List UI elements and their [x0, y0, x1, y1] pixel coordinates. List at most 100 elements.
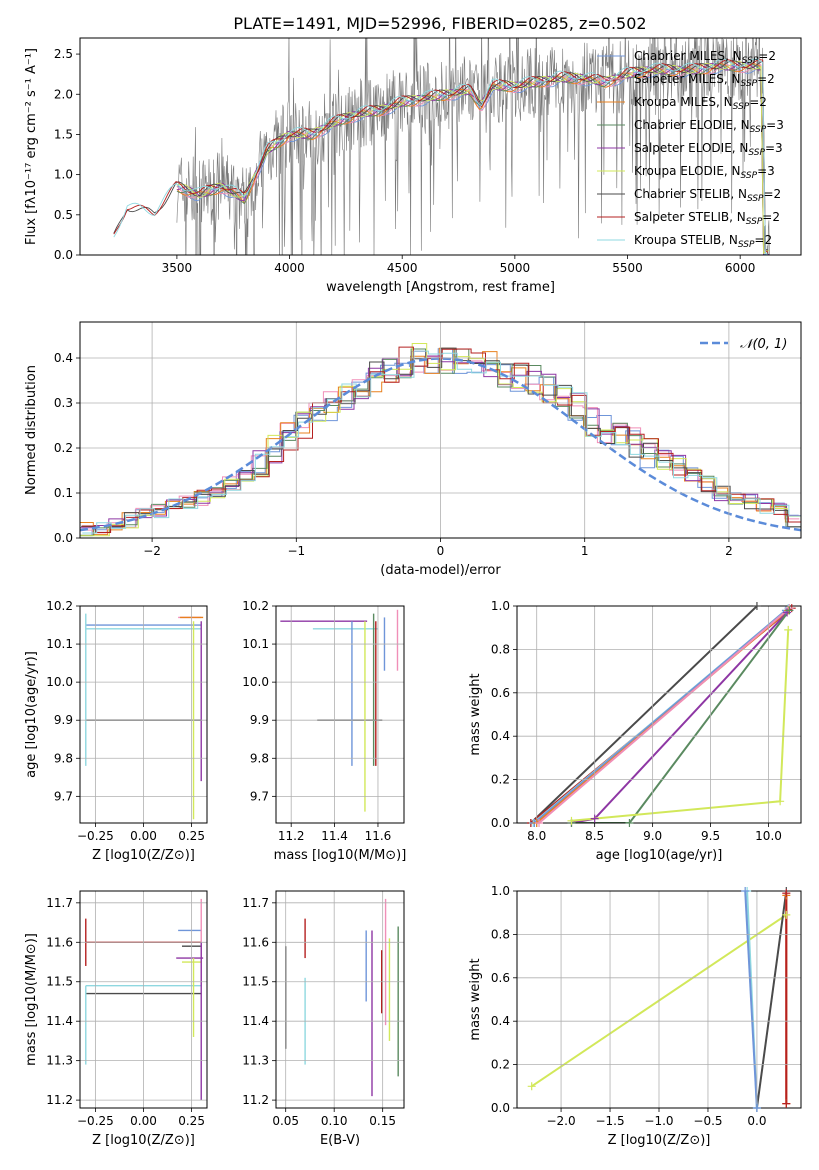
weight-line-chabrier_miles — [744, 891, 758, 1108]
y-tick-label: 11.2 — [46, 1093, 73, 1107]
x-tick-label: 10.0 — [755, 829, 782, 843]
chart-age_vs_z: −0.25 0.00 0.25 9.7 9.8 9.9 10.0 10.1 10.2 Z [log… — [24, 599, 208, 863]
plot-area — [113, 38, 770, 255]
y-tick-label: 11.3 — [242, 1054, 269, 1068]
plot-area — [284, 898, 399, 1097]
weight-point-chabrier_miles — [752, 1104, 761, 1112]
weight-line-chabrier_stelib — [530, 606, 758, 823]
legend-label-kroupa_miles: Kroupa MILES, NSSP=2 — [634, 95, 767, 112]
y-tick-label: 1.5 — [54, 127, 73, 141]
y-tick-label: 0.0 — [491, 816, 510, 830]
x-tick-label: 0.10 — [321, 1114, 348, 1128]
legend-label-gaussian: 𝒩(0, 1) — [740, 337, 787, 352]
x-tick-label: −1.0 — [644, 1114, 673, 1128]
y-tick-label: 10.0 — [46, 675, 73, 689]
y-tick-label: 0.6 — [491, 971, 510, 985]
x-tick-label: −0.5 — [693, 1114, 722, 1128]
x-tick-label: 6000 — [725, 261, 756, 275]
x-tick-label: 5000 — [500, 261, 531, 275]
y-tick-label: 11.4 — [46, 1014, 73, 1028]
x-tick-label: 0.00 — [130, 829, 157, 843]
x-tick-label: 8.5 — [585, 829, 604, 843]
axes-frame — [79, 321, 802, 539]
x-tick-label: 4000 — [274, 261, 305, 275]
x-tick-label: 9.5 — [701, 829, 720, 843]
weight-line-chabrier_elodie — [571, 609, 791, 823]
y-tick-label: 0.5 — [54, 208, 73, 222]
y-tick-label: 9.9 — [54, 713, 73, 727]
y-axis-label: mass weight — [468, 673, 483, 755]
axes-frame — [79, 37, 802, 256]
x-axis-label: Z [log10(Z/Z⊙)] — [608, 1133, 711, 1148]
y-tick-label: 11.7 — [46, 896, 73, 910]
chart-mass_vs_ebv: 0.05 0.10 0.15 11.2 11.3 11.4 11.5 11.6 11.7 E(B-… — [242, 890, 405, 1148]
y-tick-label: 9.7 — [54, 789, 73, 803]
y-axis-label: Flux [fλ10⁻¹⁷ erg cm⁻² s⁻¹ A⁻¹] — [24, 48, 39, 245]
weight-point-kroupa_elodie — [782, 910, 791, 919]
y-tick-label: 0.8 — [491, 927, 510, 941]
histogram-chabrier_miles — [80, 348, 799, 537]
x-tick-label: 0.25 — [178, 829, 205, 843]
spectrum-model-chabrier_stelib — [113, 60, 769, 251]
y-tick-label: 0.4 — [491, 1014, 510, 1028]
histogram-kroupa_miles — [80, 347, 800, 536]
legend-label-chabrier_miles: Chabrier MILES, NSSP=2 — [634, 49, 776, 66]
spectrum-model-chabrier_elodie — [176, 62, 764, 255]
y-tick-label: 10.2 — [242, 599, 269, 613]
x-tick-label: −2.0 — [546, 1114, 575, 1128]
y-tick-label: 11.4 — [242, 1014, 269, 1028]
chart-weight_vs_z: −2.0 −1.5 −1.0 −0.5 0.0 0.0 0.2 0.4 0.6 0.8 1.0 Z [… — [468, 884, 802, 1148]
y-axis-label: mass [log10(M/M⊙)] — [24, 933, 39, 1066]
spectrum-data-line — [176, 38, 770, 255]
weight-line-salpeter_miles — [538, 607, 791, 823]
weight-point-chabrier_stelib — [752, 602, 761, 610]
axes-frame — [79, 890, 208, 1109]
weight-point-kroupa_elodie — [776, 797, 785, 806]
chart-spectrum: 3500 4000 4500 5000 5500 6000 0.0 0.5 1.0 1.5 2.0 2… — [24, 37, 802, 295]
plot-area — [530, 606, 793, 823]
x-tick-label: 11.6 — [365, 829, 392, 843]
y-tick-label: 0.0 — [54, 248, 73, 262]
x-tick-label: −1.5 — [595, 1114, 624, 1128]
x-axis-label: (data-model)/error — [380, 563, 501, 578]
y-tick-label: 11.3 — [46, 1054, 73, 1068]
weight-point-salpeter_stelib — [782, 1099, 791, 1108]
plot-area — [85, 898, 204, 1101]
x-tick-label: 5500 — [612, 261, 643, 275]
x-tick-label: −1 — [287, 544, 305, 558]
x-tick-label: −0.25 — [77, 1114, 114, 1128]
y-tick-label: 10.1 — [46, 637, 73, 651]
legend-label-chabrier_stelib: Chabrier STELIB, NSSP=2 — [634, 187, 781, 204]
legend-label-chabrier_elodie: Chabrier ELODIE, NSSP=3 — [634, 118, 784, 135]
x-tick-label: −2 — [143, 544, 161, 558]
y-tick-label: 11.6 — [242, 935, 269, 949]
axes-frame — [79, 605, 208, 824]
axes-frame — [275, 890, 405, 1109]
legend-label-kroupa_elodie: Kroupa ELODIE, NSSP=3 — [634, 164, 775, 181]
y-tick-label: 11.5 — [46, 975, 73, 989]
x-tick-label: 3500 — [162, 261, 193, 275]
y-tick-label: 2.0 — [54, 87, 73, 101]
y-tick-label: 1.0 — [491, 599, 510, 613]
y-tick-label: 11.6 — [46, 935, 73, 949]
x-tick-label: 2 — [725, 544, 733, 558]
y-tick-label: 9.8 — [54, 751, 73, 765]
x-tick-label: 0.00 — [130, 1114, 157, 1128]
y-tick-label: 11.5 — [242, 975, 269, 989]
weight-point-kroupa_elodie — [784, 625, 793, 634]
y-tick-label: 0.8 — [491, 642, 510, 656]
x-axis-label: wavelength [Angstrom, rest frame] — [326, 280, 555, 295]
y-tick-label: 11.7 — [242, 896, 269, 910]
plot-area — [280, 609, 399, 812]
weight-point-chabrier_elodie — [785, 606, 794, 615]
y-tick-label: 9.7 — [250, 789, 269, 803]
histogram-chabrier_elodie — [80, 348, 801, 536]
y-tick-label: 2.5 — [54, 47, 73, 61]
y-tick-label: 0.0 — [491, 1101, 510, 1115]
y-tick-label: 0.2 — [54, 441, 73, 455]
x-tick-label: 9.0 — [643, 829, 662, 843]
chart-mass_vs_z: −0.25 0.00 0.25 11.2 11.3 11.4 11.5 11.6 11.7 Z [… — [24, 890, 208, 1148]
x-tick-label: 11.4 — [321, 829, 348, 843]
chart-age_vs_mass: 11.2 11.4 11.6 9.7 9.8 9.9 10.0 10.1 10.2 mass [l… — [242, 599, 406, 863]
axes-frame — [275, 605, 405, 824]
